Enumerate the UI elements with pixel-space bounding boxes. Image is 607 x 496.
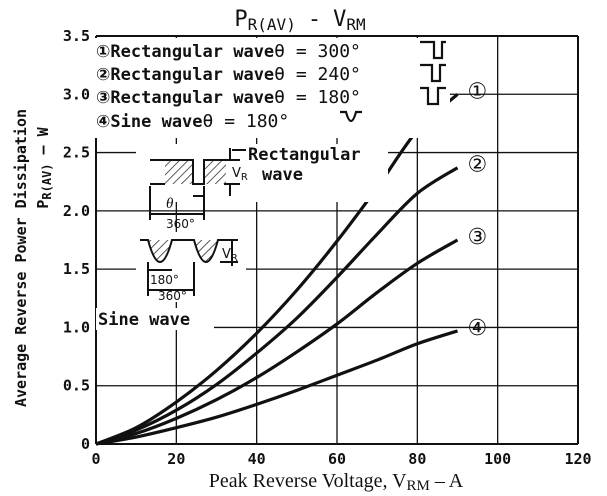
x-tick-label: 40: [248, 450, 266, 468]
rect-vr-main: V: [232, 166, 241, 181]
legend-marker: ③: [96, 88, 110, 108]
legend-background: [94, 38, 450, 138]
series-marker-label: ④: [468, 316, 488, 341]
x-tick-label: 100: [484, 450, 511, 468]
legend-entry: ②Rectangular waveθ = 240°: [96, 64, 361, 85]
y-tick-label: 2.5: [63, 144, 90, 162]
legend-wave-icon: [420, 86, 446, 106]
rect-vr-sub: R: [241, 172, 248, 183]
legend-text: Rectangular wave: [110, 65, 274, 85]
chart-title: PR(AV) - VRM: [234, 7, 365, 34]
legend-marker: ①: [96, 42, 110, 62]
y-axis-label-line2: PR(AV) – W: [34, 126, 54, 208]
sine-180-label: 180°: [150, 273, 179, 287]
sine-vr-main: V: [222, 247, 231, 262]
sine-wave-outline: [140, 239, 224, 263]
legend-entry: ①Rectangular waveθ = 300°: [96, 41, 361, 62]
rect-wave-outline: [150, 159, 226, 185]
sine-360-label: 360°: [158, 289, 187, 303]
legend-theta: θ = 300°: [274, 41, 361, 62]
y-tick-label: 2.0: [63, 202, 90, 220]
title-sub-a: R(AV): [248, 15, 296, 34]
legend-text: Rectangular wave: [110, 42, 274, 62]
x-tick-label: 120: [564, 450, 591, 468]
rect-theta-label: θ: [166, 196, 174, 212]
legend: ①Rectangular waveθ = 300°②Rectangular wa…: [96, 40, 446, 132]
series-line-1: [95, 93, 459, 446]
xlabel-main: Peak Reverse Voltage, V: [209, 470, 407, 492]
rect-pulse-1: [165, 160, 193, 184]
legend-wave-icon: [340, 110, 362, 123]
series-line-3: [95, 238, 459, 446]
legend-wave-icon: [420, 40, 446, 60]
xlabel-sub: RM: [407, 478, 430, 494]
legend-marker: ④: [96, 112, 110, 132]
ylabel-sub: R(AV): [40, 163, 54, 199]
ylabel-tail: – W: [34, 126, 52, 163]
legend-wave-icon: [420, 63, 446, 83]
sine-vr-label: VR: [222, 247, 238, 264]
rect-wave-diagram: [149, 148, 246, 220]
y-tick-label: 1.5: [63, 260, 90, 278]
title-sub-b: RM: [346, 15, 365, 34]
x-axis-label: Peak Reverse Voltage, VRM – A: [209, 470, 464, 494]
legend-entry: ④Sine waveθ = 180°: [96, 111, 289, 132]
series-marker-label: ②: [468, 153, 488, 178]
x-tick-labels: 0 20 40 60 80 100 120: [91, 450, 591, 468]
legend-text: Rectangular wave: [110, 88, 274, 108]
legend-marker: ②: [96, 65, 110, 85]
x-tick-label: 60: [328, 450, 346, 468]
series-lines: [95, 93, 459, 446]
rect-label-line1: Rectangular: [248, 145, 361, 165]
series-line-4: [95, 329, 458, 446]
y-tick-label: 3.0: [63, 85, 90, 103]
title-main-a: P: [234, 7, 247, 32]
x-tick-label: 0: [91, 450, 100, 468]
series-markers: ① ② ③ ④: [468, 79, 488, 341]
y-tick-label: 3.5: [63, 27, 90, 45]
rect-label-line2: wave: [262, 165, 303, 185]
legend-text: Sine wave: [110, 112, 202, 132]
sine-wave-label: Sine wave: [98, 310, 190, 330]
xlabel-tail: – A: [430, 470, 464, 492]
sine-wave-diagram: [140, 239, 238, 296]
legend-theta: θ = 180°: [274, 87, 361, 108]
series-marker-label: ③: [468, 225, 488, 250]
y-tick-label: 1.0: [63, 318, 90, 336]
ylabel-main: P: [34, 200, 52, 209]
series-line-2: [95, 166, 459, 446]
y-tick-label: 0: [81, 435, 90, 453]
series-marker-label: ①: [468, 79, 488, 104]
legend-theta: θ = 180°: [203, 111, 290, 132]
legend-entry: ③Rectangular waveθ = 180°: [96, 87, 361, 108]
rect-360-label: 360°: [166, 217, 195, 231]
sine-label-background: [96, 308, 214, 330]
y-tick-label: 0.5: [63, 377, 90, 395]
title-main-b: V: [333, 7, 346, 32]
y-tick-labels: 0 0.5 1.0 1.5 2.0 2.5 3.0 3.5: [63, 27, 90, 453]
title-sep: -: [308, 7, 321, 32]
sine-vr-sub: R: [231, 253, 238, 264]
x-tick-label: 80: [408, 450, 426, 468]
x-tick-label: 20: [167, 450, 185, 468]
legend-theta: θ = 240°: [274, 64, 361, 85]
y-axis-label-line1: Average Reverse Power Dissipation: [12, 109, 30, 407]
y-axis-label: Average Reverse Power Dissipation PR(AV)…: [12, 109, 54, 407]
rect-vr-label: VR: [232, 166, 248, 183]
rect-pulse-2: [204, 160, 226, 184]
